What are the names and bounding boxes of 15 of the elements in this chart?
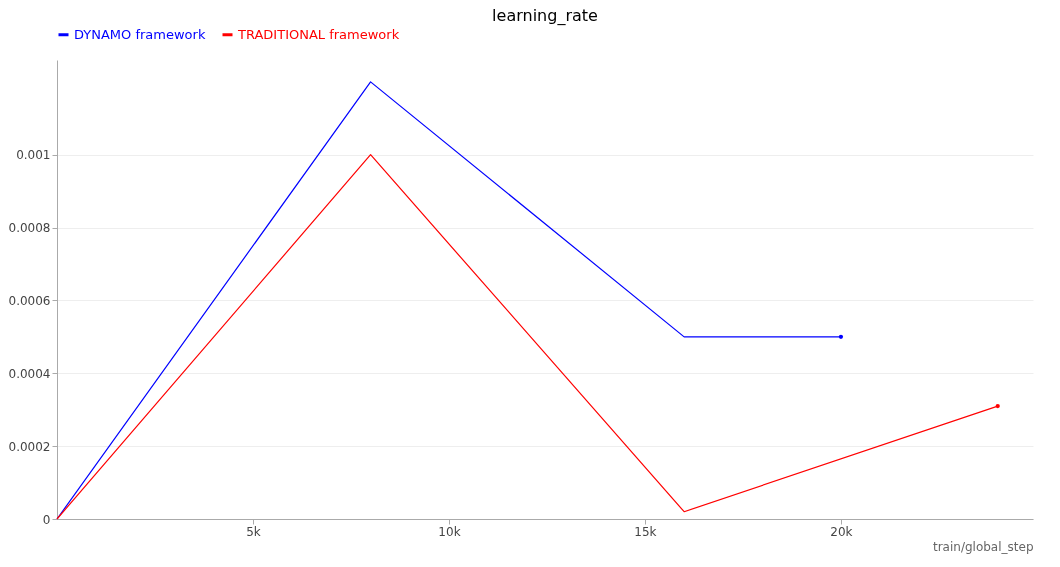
legend-label: TRADITIONAL framework bbox=[237, 26, 400, 42]
y-tick-label: 0.0004 bbox=[8, 366, 51, 381]
y-tick-label: 0.0002 bbox=[8, 439, 51, 454]
y-tick-label: 0 bbox=[42, 512, 51, 527]
x-tick-label: 20k bbox=[830, 524, 853, 539]
legend-label: DYNAMO framework bbox=[74, 26, 206, 42]
y-tick-label: 0.001 bbox=[16, 148, 51, 163]
y-tick-label: 0.0008 bbox=[8, 221, 51, 236]
y-tick-label: 0.0006 bbox=[8, 293, 51, 308]
x-tick-label: 10k bbox=[438, 524, 461, 539]
x-tick-label: 5k bbox=[246, 524, 261, 539]
chart-title: learning_rate bbox=[492, 6, 598, 26]
x-axis-title: train/global_step bbox=[932, 539, 1034, 554]
x-tick-label: 15k bbox=[634, 524, 657, 539]
line-series bbox=[56, 154, 999, 520]
